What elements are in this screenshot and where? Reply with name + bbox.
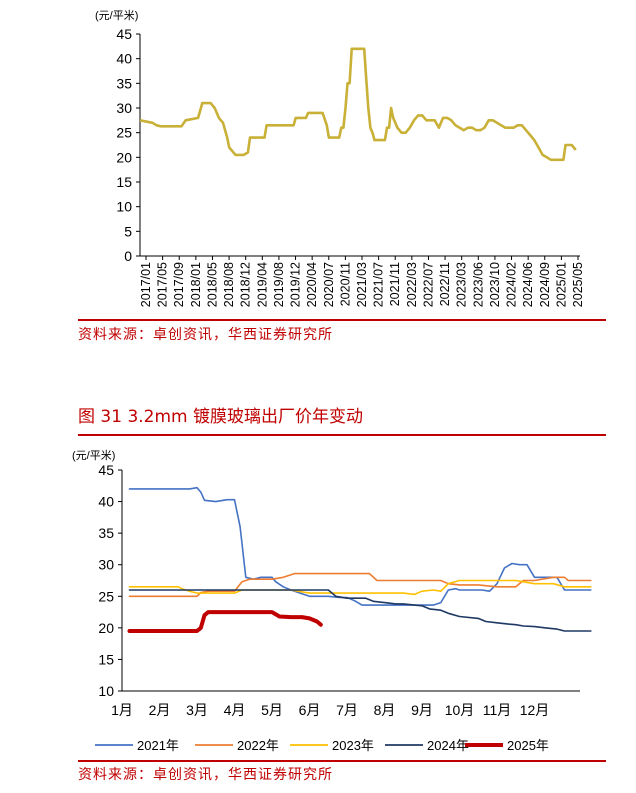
chart-1-y-tick-label: 30 [116,100,132,116]
chart-2-source: 资料来源：卓创资讯，华西证券研究所 [78,767,333,783]
chart-1-x-tick-label: 2024/02 [505,262,519,307]
chart-1-x-tick-label: 2020/04 [305,262,319,307]
chart-1-x-tick-label: 2022/03 [405,262,419,307]
chart-1-x-tick-label: 2024/09 [538,262,552,307]
chart-1-x-tick-label: 2019/04 [255,262,269,307]
chart-1-y-tick-label: 5 [124,223,132,239]
chart-2-y-tick-label: 20 [98,620,114,636]
chart-2-y-tick-label: 25 [98,588,114,604]
chart-2-bottom-rule [78,760,606,762]
chart-2-y-tick-label: 40 [98,494,114,510]
chart-1-x-tick-label: 2017/09 [172,262,186,307]
chart-1-x-tick-label: 2018/01 [189,262,203,307]
chart-1-x-tick-label: 2021/07 [372,262,386,307]
chart-2-x-tick-label: 1月 [111,702,133,718]
chart-1-unit: (元/平米) [95,9,138,22]
chart-2-series-line [128,589,592,632]
chart-2-x-tick-label: 12月 [520,702,550,718]
chart-1-x-tick-label: 2018/12 [239,262,253,307]
chart-2-x-tick-label: 2月 [149,702,171,718]
chart-2-x-tick-label: 3月 [186,702,208,718]
chart-2-x-tick-label: 10月 [445,702,475,718]
chart-2-legend-label: 2023年 [332,738,374,753]
chart-1-bottom-rule [78,319,606,321]
chart-1-x-tick-label: 2025/05 [571,262,585,307]
chart-1-y-tick-label: 35 [116,75,132,91]
chart-1-x-tick-label: 2023/10 [488,262,502,307]
chart-1-x-tick-label: 2018/05 [205,262,219,307]
chart-2-x-tick-label: 11月 [483,702,512,718]
chart-1-x-tick-label: 2023/06 [471,262,485,307]
chart-1-y-tick-label: 45 [116,26,132,42]
chart-2-series-line [128,572,592,598]
chart-2-y-tick-label: 30 [98,557,114,573]
chart-2-y-tick-label: 35 [98,525,114,541]
chart-2-series-line [127,610,323,633]
chart-1-x-tick-label: 2023/03 [455,262,469,307]
chart-1-x-tick-label: 2020/11 [338,262,352,306]
chart-1-x-tick-label: 2017/01 [139,262,153,307]
chart-2-x-tick-label: 8月 [374,702,396,718]
chart-2-series-line [128,486,592,606]
chart-2-x-tick-label: 9月 [411,702,433,718]
chart-2-y-tick-label: 10 [98,683,114,699]
chart-2-series-line [128,579,592,596]
chart-1-x-tick-label: 2018/08 [222,262,236,307]
chart-2-x-tick-label: 7月 [336,702,358,718]
chart-2-legend-label: 2024年 [427,738,469,753]
chart-1-y-tick-label: 20 [116,149,132,165]
chart-1-series-line [139,47,577,162]
chart-1-source: 资料来源：卓创资讯，华西证券研究所 [78,327,333,343]
chart-2-x-tick-label: 6月 [299,702,321,718]
chart-2-y-tick-label: 45 [98,462,114,478]
chart-1-x-tick-label: 2017/05 [156,262,170,307]
chart-1-x-tick-label: 2022/11 [438,262,452,306]
chart-1-x-tick-label: 2021/11 [388,262,402,306]
chart-1-x-tick-label: 2022/07 [421,262,435,307]
chart-2-x-tick-label: 5月 [261,702,283,718]
chart-2-legend-label: 2021年 [137,738,179,753]
chart-1-y-tick-label: 0 [124,248,132,264]
chart-1-x-tick-label: 2019/08 [272,262,286,307]
chart-1-x-tick-label: 2019/12 [289,262,303,307]
chart-2-y-tick-label: 15 [98,651,114,667]
chart-1-x-tick-label: 2024/06 [521,262,535,307]
figure-title-rule [78,434,606,436]
chart-1-y-tick-label: 40 [116,51,132,67]
chart-2-legend-label: 2025年 [507,738,549,753]
chart-2-unit: (元/平米) [72,449,115,462]
chart-1-x-tick-label: 2020/07 [322,262,336,307]
chart-2-legend-label: 2022年 [237,738,279,753]
chart-1-y-tick-label: 15 [116,174,132,190]
chart-1-y-tick-label: 10 [116,199,132,215]
chart-2-x-tick-label: 4月 [224,702,246,718]
figure-title: 图 31 3.2mm 镀膜玻璃出厂价年变动 [78,407,363,427]
chart-1-y-tick-label: 25 [116,125,132,141]
chart-1-x-tick-label: 2021/03 [355,262,369,307]
chart-1-x-tick-label: 2025/01 [554,262,568,307]
chart-2: (元/平米) 10 15 20 25 30 35 40 45 1月 2月 3月 4月 5月 6月 7月 8月 9月… [72,449,592,753]
